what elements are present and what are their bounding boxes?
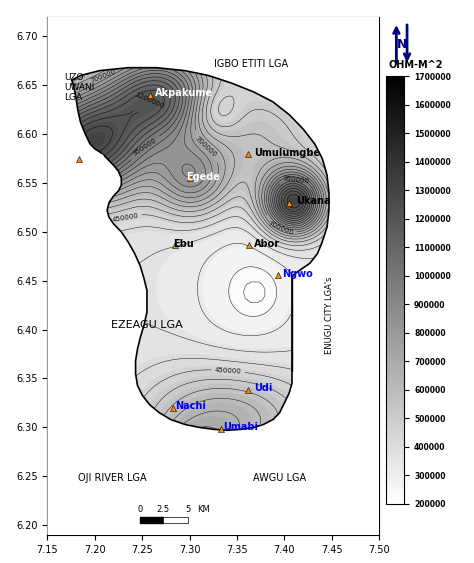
Text: Umulumgbe: Umulumgbe <box>254 148 320 158</box>
Text: 5: 5 <box>185 506 191 515</box>
Text: 700000: 700000 <box>89 68 117 84</box>
Text: IGBO ETITI LGA: IGBO ETITI LGA <box>214 59 288 69</box>
Text: 1200000: 1200000 <box>134 91 165 109</box>
Text: Akpakume: Akpakume <box>155 88 212 98</box>
Text: 2.5: 2.5 <box>156 506 170 515</box>
Text: KM: KM <box>197 506 210 515</box>
Text: Umabi: Umabi <box>223 422 258 432</box>
Text: Ebu: Ebu <box>173 239 194 248</box>
Text: Afa: Afa <box>87 151 106 162</box>
Text: Nachi: Nachi <box>175 401 206 411</box>
Text: ENUGU CITY LGA's: ENUGU CITY LGA's <box>326 276 334 354</box>
Text: Ukana: Ukana <box>296 195 330 205</box>
Text: 700000: 700000 <box>194 136 218 158</box>
Text: Ngwo: Ngwo <box>283 269 313 279</box>
Text: 0: 0 <box>137 506 143 515</box>
Text: N: N <box>397 38 407 51</box>
Text: 450000: 450000 <box>111 213 139 223</box>
Text: 700000: 700000 <box>266 220 294 236</box>
Text: OHM-M^2: OHM-M^2 <box>389 60 443 70</box>
Text: UZO
UWANI
LGA: UZO UWANI LGA <box>64 73 95 102</box>
Text: AWGU LGA: AWGU LGA <box>253 473 306 483</box>
Text: 950000: 950000 <box>132 137 158 157</box>
Text: EZEAGU LGA: EZEAGU LGA <box>111 320 183 330</box>
Text: Egede: Egede <box>186 172 219 182</box>
Text: 450000: 450000 <box>215 367 242 374</box>
Text: Abor: Abor <box>254 239 280 248</box>
PathPatch shape <box>47 17 379 535</box>
Text: OJI RIVER LGA: OJI RIVER LGA <box>78 473 146 483</box>
Text: Udi: Udi <box>254 383 273 393</box>
Text: 950000: 950000 <box>282 175 310 184</box>
